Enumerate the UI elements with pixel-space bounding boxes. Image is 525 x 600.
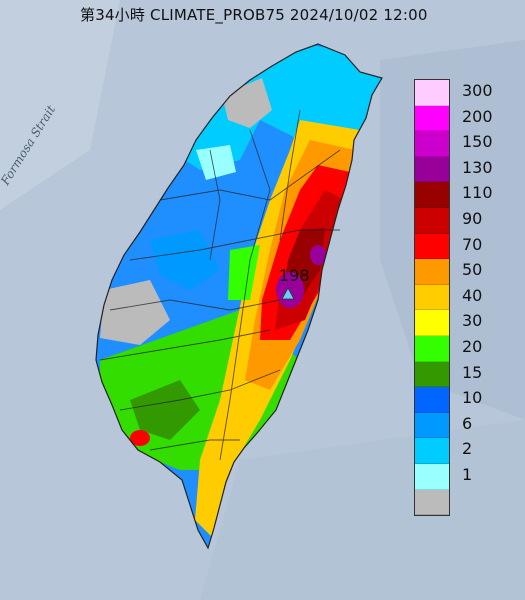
legend-label: 110 — [462, 183, 493, 203]
legend-swatch — [415, 387, 449, 413]
rain-zone-20 — [228, 245, 260, 300]
legend-label: 20 — [462, 337, 483, 356]
rain-zone-none — [100, 280, 170, 345]
legend-swatch — [415, 463, 449, 490]
legend-label: 6 — [462, 413, 473, 433]
legend-label: 200 — [462, 106, 493, 126]
legend-colorbar — [414, 79, 450, 517]
legend-swatch — [415, 412, 449, 439]
legend-swatch — [415, 105, 449, 132]
legend-swatch — [415, 182, 449, 208]
legend-label: 40 — [462, 285, 483, 305]
legend-label: 1 — [462, 465, 473, 484]
legend-label: 150 — [462, 132, 493, 152]
legend-swatch — [415, 207, 449, 234]
legend-label: 300 — [462, 81, 493, 100]
legend-label: 30 — [462, 311, 483, 331]
legend-swatch — [415, 335, 449, 362]
legend-label: 2 — [462, 439, 473, 459]
legend-swatch — [415, 156, 449, 183]
legend-label: 90 — [462, 209, 483, 228]
rain-zone-1 — [196, 145, 236, 180]
sea-shade — [0, 0, 120, 210]
legend-swatch — [415, 489, 449, 516]
legend-label: 130 — [462, 157, 493, 177]
legend-label: 15 — [462, 362, 483, 382]
legend-swatch — [415, 131, 449, 157]
map-title: 第34小時 CLIMATE_PROB75 2024/10/02 12:00 — [80, 6, 428, 24]
legend-swatch — [415, 80, 449, 106]
rain-zone-70 — [130, 430, 150, 446]
rain-zone-6 — [150, 230, 220, 290]
legend-label: 70 — [462, 234, 483, 254]
county-boundaries — [99, 109, 341, 461]
coastline — [95, 43, 383, 550]
rain-zone-130 — [310, 245, 326, 265]
legend-swatch — [415, 438, 449, 464]
legend-swatch — [415, 284, 449, 311]
legend-label: 10 — [462, 388, 483, 408]
legend-label: 50 — [462, 260, 483, 280]
rain-zone-15 — [130, 380, 200, 440]
triangle-icon — [281, 287, 295, 300]
legend-swatch — [415, 259, 449, 285]
legend-swatch — [415, 310, 449, 336]
legend-swatch — [415, 361, 449, 388]
legend-swatch — [415, 233, 449, 260]
max-value-label: 198 — [279, 266, 310, 285]
